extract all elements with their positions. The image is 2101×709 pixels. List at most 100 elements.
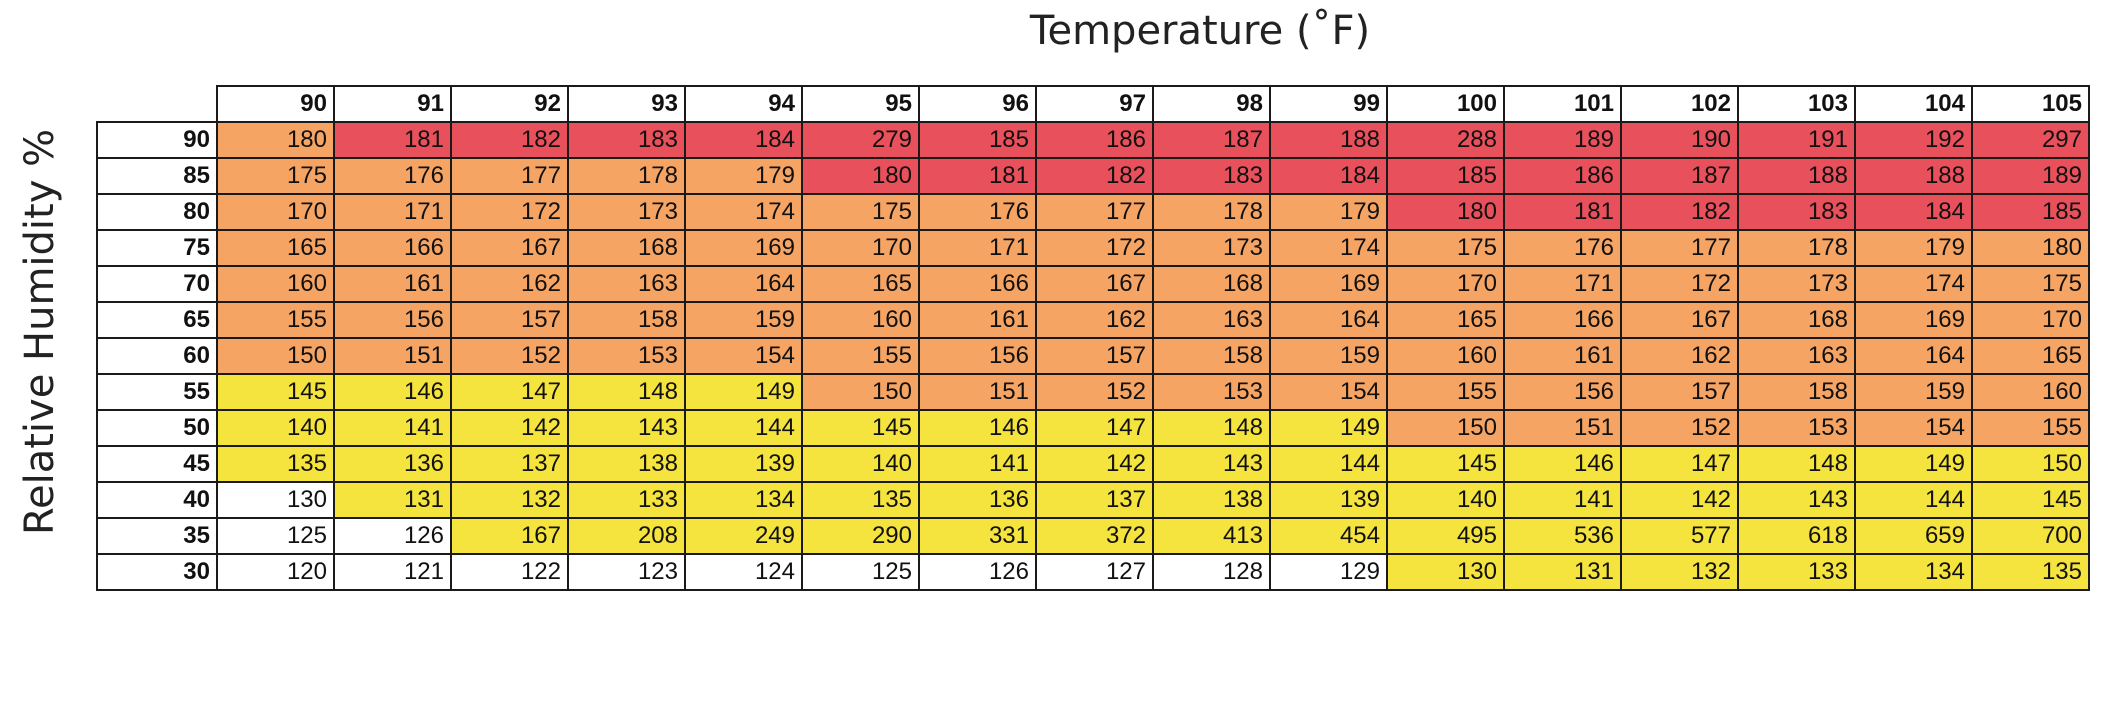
heatmap-cell: 145: [801, 409, 920, 447]
row-header: 30: [96, 553, 218, 591]
heatmap-cell: 137: [1035, 481, 1154, 519]
row-header: 35: [96, 517, 218, 555]
heatmap-cell: 162: [1620, 337, 1739, 375]
heatmap-cell: 169: [684, 229, 803, 267]
heatmap-cell: 158: [1737, 373, 1856, 411]
heatmap-cell: 192: [1854, 121, 1973, 159]
heatmap-cell: 123: [567, 553, 686, 591]
heatmap-cell: 148: [567, 373, 686, 411]
heatmap-cell: 127: [1035, 553, 1154, 591]
heatmap-cell: 147: [1620, 445, 1739, 483]
heatmap-cell: 185: [1971, 193, 2090, 231]
heatmap-cell: 141: [1503, 481, 1622, 519]
heatmap-cell: 129: [1269, 553, 1388, 591]
heatmap-cell: 184: [1854, 193, 1973, 231]
column-header: 105: [1971, 85, 2090, 123]
heatmap-cell: 618: [1737, 517, 1856, 555]
heatmap-cell: 140: [801, 445, 920, 483]
table-row: 85 175 176 177 178 179 180 181 182 183 184 185 186 18…: [96, 157, 2090, 195]
heatmap-cell: 170: [1386, 265, 1505, 303]
heatmap-cell: 146: [1503, 445, 1622, 483]
heatmap-cell: 134: [1854, 553, 1973, 591]
heatmap-cell: 150: [801, 373, 920, 411]
heatmap-cell: 495: [1386, 517, 1505, 555]
heatmap-cell: 120: [216, 553, 335, 591]
heatmap-cell: 142: [1035, 445, 1154, 483]
heatmap-cell: 165: [1971, 337, 2090, 375]
heatmap-cell: 155: [801, 337, 920, 375]
heatmap-cell: 170: [216, 193, 335, 231]
heatmap-cell: 141: [333, 409, 452, 447]
heatmap-cell: 178: [1152, 193, 1271, 231]
column-header: 103: [1737, 85, 1856, 123]
heatmap-cell: 161: [918, 301, 1037, 339]
heatmap-cell: 157: [1035, 337, 1154, 375]
heatmap-cell: 176: [333, 157, 452, 195]
heatmap-cell: 174: [1854, 265, 1973, 303]
heatmap-cell: 149: [1854, 445, 1973, 483]
heatmap-cell: 151: [1503, 409, 1622, 447]
column-header: 99: [1269, 85, 1388, 123]
table-row: 80 170 171 172 173 174 175 176 177 178 179 180 181 18…: [96, 193, 2090, 231]
heatmap-cell: 174: [1269, 229, 1388, 267]
heatmap-cell: 184: [1269, 157, 1388, 195]
heatmap-cell: 146: [333, 373, 452, 411]
heatmap-cell: 290: [801, 517, 920, 555]
heatmap-cell: 171: [333, 193, 452, 231]
heatmap-cell: 165: [216, 229, 335, 267]
heatmap-cell: 122: [450, 553, 569, 591]
heatmap-cell: 167: [1620, 301, 1739, 339]
heatmap-cell: 156: [1503, 373, 1622, 411]
heatmap-cell: 170: [1971, 301, 2090, 339]
heatmap-cell: 162: [1035, 301, 1154, 339]
column-header: 93: [567, 85, 686, 123]
heatmap-cell: 139: [1269, 481, 1388, 519]
heatmap-cell: 454: [1269, 517, 1388, 555]
heatmap-cell: 167: [1035, 265, 1154, 303]
heatmap-cell: 177: [450, 157, 569, 195]
column-header: 91: [333, 85, 452, 123]
heatmap-cell: 164: [1269, 301, 1388, 339]
heatmap-cell: 136: [333, 445, 452, 483]
heatmap-cell: 130: [216, 481, 335, 519]
row-header: 70: [96, 265, 218, 303]
heatmap-cell: 172: [1620, 265, 1739, 303]
heatmap-cell: 161: [1503, 337, 1622, 375]
heatmap-cell: 372: [1035, 517, 1154, 555]
heatmap-cell: 171: [1503, 265, 1622, 303]
table-row: 50 140 141 142 143 144 145 146 147 148 149 150 151 15…: [96, 409, 2090, 447]
table-row: 55 145 146 147 148 149 150 151 152 153 154 155 156 15…: [96, 373, 2090, 411]
heatmap-cell: 153: [567, 337, 686, 375]
heatmap-cell: 152: [1620, 409, 1739, 447]
heatmap-cell: 158: [567, 301, 686, 339]
heatmap-cell: 169: [1854, 301, 1973, 339]
row-header: 40: [96, 481, 218, 519]
heatmap-cell: 188: [1854, 157, 1973, 195]
heatmap-cell: 143: [1152, 445, 1271, 483]
row-header: 85: [96, 157, 218, 195]
heatmap-cell: 536: [1503, 517, 1622, 555]
heatmap-cell: 190: [1620, 121, 1739, 159]
heatmap-cell: 161: [333, 265, 452, 303]
heatmap-cell: 182: [1620, 193, 1739, 231]
heatmap-cell: 173: [1737, 265, 1856, 303]
heatmap-table: 90 91 92 93 94 95 96 97 98 99 100 101 102 103 104 105 9…: [96, 85, 2090, 591]
heatmap-cell: 186: [1035, 121, 1154, 159]
heatmap-cell: 185: [918, 121, 1037, 159]
heatmap-cell: 137: [450, 445, 569, 483]
heatmap-cell: 297: [1971, 121, 2090, 159]
column-header: 94: [684, 85, 803, 123]
heatmap-cell: 126: [333, 517, 452, 555]
heatmap-cell: 186: [1503, 157, 1622, 195]
heatmap-cell: 135: [216, 445, 335, 483]
heatmap-cell: 163: [1737, 337, 1856, 375]
heatmap-cell: 135: [1971, 553, 2090, 591]
heatmap-cell: 279: [801, 121, 920, 159]
heatmap-cell: 180: [1386, 193, 1505, 231]
heatmap-cell: 170: [801, 229, 920, 267]
heatmap-cell: 189: [1503, 121, 1622, 159]
heatmap-cell: 146: [918, 409, 1037, 447]
heatmap-cell: 135: [801, 481, 920, 519]
heatmap-cell: 175: [801, 193, 920, 231]
heatmap-cell: 188: [1737, 157, 1856, 195]
